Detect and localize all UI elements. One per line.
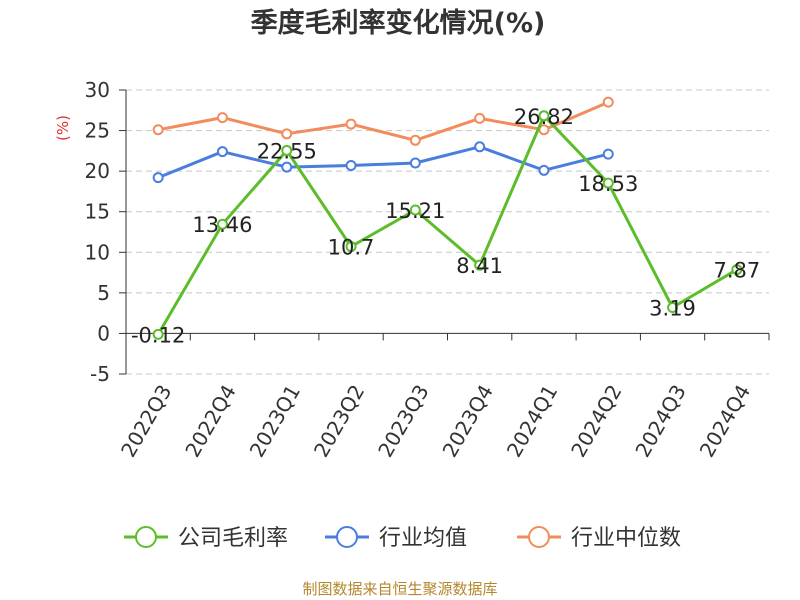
data-label: 10.7	[328, 236, 375, 260]
y-tick-label: 0	[97, 321, 110, 345]
series-line	[156, 114, 738, 336]
x-tick-label: 2024Q2	[566, 381, 626, 462]
data-label: 18.53	[578, 172, 638, 196]
data-point	[345, 159, 357, 171]
legend-marker	[528, 526, 550, 548]
data-point	[731, 264, 743, 276]
legend-label: 公司毛利率	[178, 526, 288, 551]
data-label: 26.82	[514, 105, 574, 129]
series-line	[157, 145, 609, 179]
data-point	[409, 204, 421, 216]
x-tick-label: 2024Q4	[695, 381, 755, 462]
x-tick-label: 2023Q4	[438, 381, 498, 462]
data-point	[602, 96, 614, 108]
data-label: 7.87	[713, 259, 760, 283]
data-point	[345, 241, 357, 253]
y-tick-label: 10	[85, 240, 110, 264]
data-point	[216, 146, 228, 158]
data-label: 8.41	[456, 254, 503, 278]
data-label: 22.55	[257, 139, 317, 163]
source-note: 制图数据来自恒生聚源数据库	[302, 580, 497, 598]
y-tick-labels: 30 25 20 15 10 5 0 -5	[85, 78, 110, 386]
data-point	[409, 134, 421, 146]
x-tick-label: 2024Q1	[502, 381, 562, 462]
data-label: 15.21	[385, 199, 445, 223]
y-tick-label: 20	[85, 159, 110, 183]
y-tick-label: -5	[90, 362, 110, 386]
data-label: -0.12	[131, 323, 185, 347]
data-point	[602, 148, 614, 160]
x-tick-label: 2022Q4	[180, 381, 240, 462]
axes	[119, 89, 770, 375]
data-point	[152, 124, 164, 136]
data-point	[474, 259, 486, 271]
y-tick-label: 15	[85, 200, 110, 224]
data-point	[281, 161, 293, 173]
data-point	[667, 302, 679, 314]
data-point	[474, 141, 486, 153]
y-tick-label: 30	[85, 78, 110, 102]
x-tick-labels: 2022Q3 2022Q4 2023Q1 2023Q2 2023Q3 2023Q4 2024…	[116, 381, 755, 462]
chart-title: 季度毛利率变化情况(%)	[251, 7, 546, 39]
y-tick-label: 5	[97, 281, 110, 305]
data-point	[216, 218, 228, 230]
x-tick-label: 2023Q1	[245, 381, 305, 462]
x-tick-label: 2024Q3	[630, 381, 690, 462]
data-point	[602, 177, 614, 189]
data-label: 13.46	[192, 213, 252, 237]
data-point	[409, 157, 421, 169]
data-point	[152, 172, 164, 184]
legend: 公司毛利率 行业均值 行业中位数	[124, 526, 681, 551]
y-axis-label: (%)	[54, 115, 72, 141]
series-lines	[152, 96, 743, 340]
legend-label: 行业均值	[379, 526, 467, 551]
data-point	[216, 112, 228, 124]
data-point	[345, 118, 357, 130]
data-point	[281, 128, 293, 140]
legend-marker	[135, 526, 157, 548]
y-tick-label: 25	[85, 119, 110, 143]
series-line	[157, 100, 609, 142]
x-tick-label: 2022Q3	[116, 381, 176, 462]
legend-label: 行业中位数	[571, 526, 681, 551]
data-labels: -0.12 13.46 22.55 10.7 15.21 8.41 26.82 18.53 3.…	[131, 105, 760, 348]
data-point	[538, 164, 550, 176]
data-point	[538, 110, 550, 122]
legend-marker	[336, 526, 358, 548]
x-tick-label: 2023Q2	[309, 381, 369, 462]
data-point	[152, 328, 164, 340]
data-label: 3.19	[649, 297, 696, 321]
data-point	[474, 112, 486, 124]
data-point	[281, 144, 293, 156]
x-tick-label: 2023Q3	[373, 381, 433, 462]
